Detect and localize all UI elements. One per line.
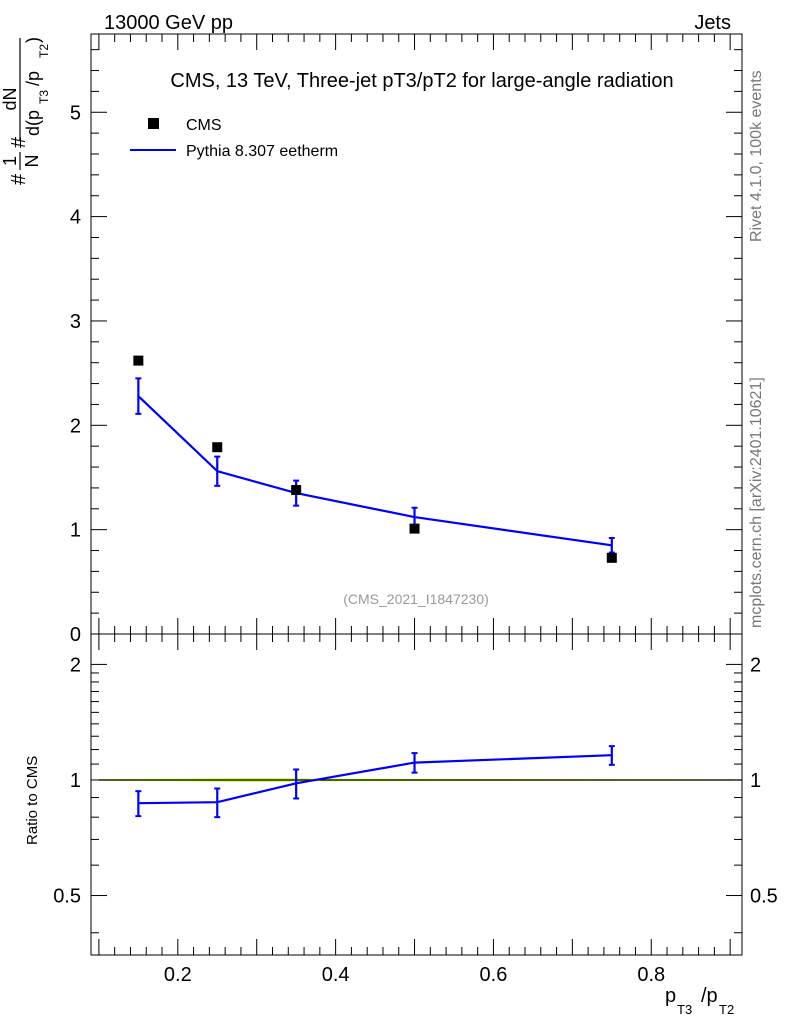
- data-point: [291, 485, 302, 495]
- legend-marker-cms: [148, 118, 159, 129]
- ylabel-frac1-num: 1: [0, 156, 20, 166]
- ylabel-close: ): [23, 37, 43, 43]
- header-energy: 13000 GeV pp: [104, 12, 233, 34]
- ylabel-sub2: T2: [37, 44, 51, 58]
- data-point: [212, 442, 223, 453]
- legend-label-pythia: Pythia 8.307 eetherm: [186, 143, 338, 160]
- ratio-ytick-label-left: 1: [70, 770, 81, 792]
- ratio-frame: [90, 633, 743, 956]
- rivet-info: Rivet 4.1.0, 100k events: [748, 70, 765, 242]
- main-ytick-label: 0: [70, 624, 81, 646]
- header-category: Jets: [694, 12, 731, 34]
- ratio-ytick-label-right: 2: [750, 654, 761, 676]
- ratio-xtick-label: 0.6: [480, 964, 508, 986]
- xlabel-sep: /p: [701, 985, 718, 1007]
- ratio-ticks: 0.5 0.5 1 1 2 2 0.2 0.4 0.6 0.8: [53, 634, 778, 986]
- ratio-xtick-label: 0.2: [164, 964, 192, 986]
- ratio-ytick-label-left: 0.5: [53, 886, 81, 908]
- ylabel-sep: /p: [23, 71, 43, 86]
- data-point: [133, 355, 144, 366]
- main-ytick-label: 2: [70, 415, 81, 437]
- ratio-series: [135, 745, 615, 819]
- source-info: mcplots.cern.ch [arXiv:2401.10621]: [748, 377, 765, 628]
- x-axis-label: p T3 /p T2: [665, 985, 734, 1017]
- ylabel-frac2-num: dN: [0, 87, 20, 110]
- main-ytick-label: 3: [70, 311, 81, 333]
- ratio-band: [98, 778, 742, 782]
- main-ticks: 0 1 2 3 4 5: [70, 34, 742, 646]
- xlabel-sub1: T3: [677, 1002, 692, 1017]
- y-axis-label: # 1 N # dN d(p T3 /p T2 ): [0, 37, 51, 185]
- main-ytick-label: 1: [70, 520, 81, 542]
- data-point: [409, 523, 420, 534]
- xlabel-sub2: T2: [719, 1002, 734, 1017]
- main-panel: 0 1 2 3 4 5 CMS, 13 TeV, Three-jet pT3/pT2 fo…: [0, 33, 743, 646]
- ratio-y-label: Ratio to CMS: [24, 756, 41, 845]
- mc-line: [137, 395, 612, 547]
- ylabel-frac2-den: d(p: [23, 110, 43, 136]
- ratio-ytick-label-right: 1: [750, 770, 761, 792]
- legend: CMS Pythia 8.307 eetherm: [130, 117, 338, 160]
- legend-label-cms: CMS: [186, 117, 222, 134]
- ratio-ytick-label-right: 0.5: [750, 886, 778, 908]
- data-point: [606, 552, 617, 563]
- main-ytick-label: 4: [70, 207, 81, 229]
- ylabel-hash-2: #: [8, 136, 30, 148]
- ratio-xtick-label: 0.4: [322, 964, 350, 986]
- ratio-xtick-label: 0.8: [637, 964, 665, 986]
- plot-title: CMS, 13 TeV, Three-jet pT3/pT2 for large…: [170, 70, 673, 92]
- ylabel-hash-1: #: [8, 173, 30, 185]
- ylabel-sub1: T3: [37, 90, 51, 104]
- ratio-panel: 0.5 0.5 1 1 2 2 0.2 0.4 0.6 0.8 Ratio to CMS p T3…: [24, 633, 778, 1017]
- ratio-ytick-label-left: 2: [70, 654, 81, 676]
- xlabel-p1: p: [665, 985, 676, 1007]
- ylabel-frac1-den: N: [22, 155, 42, 168]
- watermark: (CMS_2021_I1847230): [343, 591, 489, 607]
- mc-series: [135, 377, 615, 554]
- main-ytick-label: 5: [70, 102, 81, 124]
- data-series: [133, 355, 617, 563]
